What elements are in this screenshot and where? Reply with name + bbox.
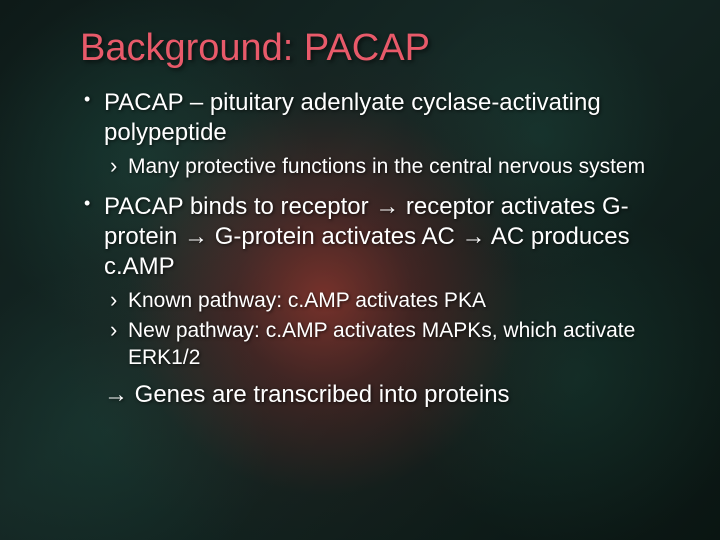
bullet-1: PACAP – pituitary adenlyate cyclase-acti… [80, 88, 660, 148]
bullet-2: PACAP binds to receptor → receptor activ… [80, 192, 660, 282]
bullet-2-sub-2: New pathway: c.AMP activates MAPKs, whic… [80, 318, 660, 371]
result-line: → Genes are transcribed into proteins [80, 379, 660, 410]
bullet-2-sub-1: Known pathway: c.AMP activates PKA [80, 288, 660, 314]
slide-body: PACAP – pituitary adenlyate cyclase-acti… [80, 88, 660, 410]
slide-title: Background: PACAP [80, 28, 660, 70]
bullet-1-sub-1: Many protective functions in the central… [80, 154, 660, 180]
slide: Background: PACAP PACAP – pituitary aden… [0, 0, 720, 540]
